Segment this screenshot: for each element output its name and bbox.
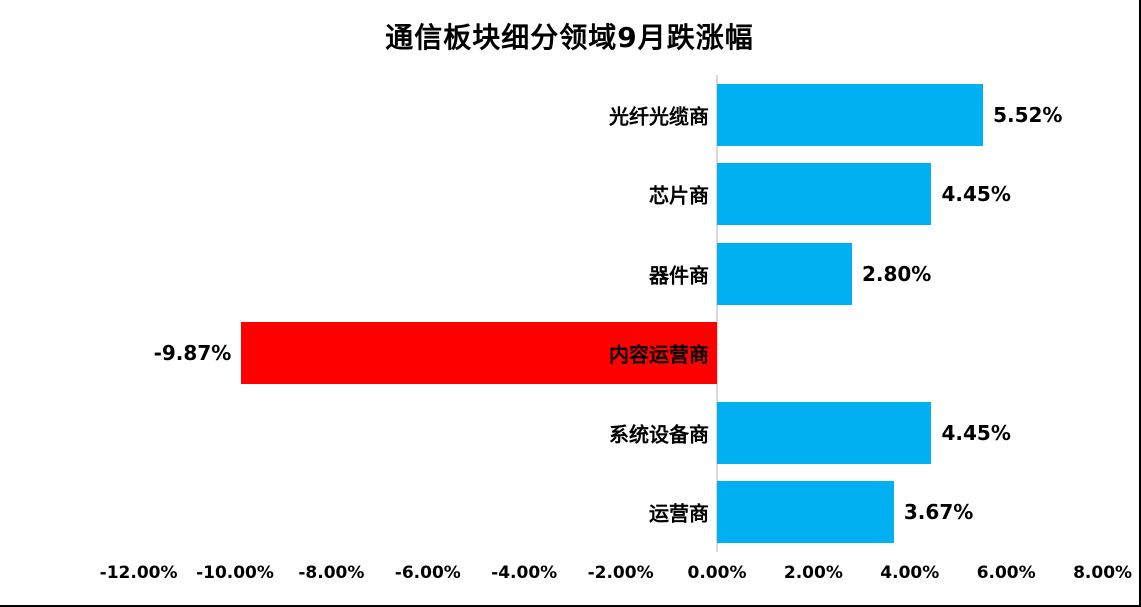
x-axis-tick-label: 2.00% xyxy=(783,563,843,583)
category-label: 系统设备商 xyxy=(609,422,709,447)
x-axis-tick-label: -4.00% xyxy=(491,563,558,583)
x-axis-tick-label: -2.00% xyxy=(587,563,654,583)
category-label: 运营商 xyxy=(649,501,709,526)
value-label: -9.87% xyxy=(153,341,232,366)
bar xyxy=(717,83,984,146)
x-axis-tick-label: 0.00% xyxy=(687,563,747,583)
x-axis-tick-label: 8.00% xyxy=(1073,563,1133,583)
x-axis-tick-label: -12.00% xyxy=(99,563,178,583)
x-axis-tick-label: 6.00% xyxy=(976,563,1036,583)
x-axis-tick-label: -10.00% xyxy=(196,563,274,583)
category-label: 芯片商 xyxy=(649,183,709,208)
value-label: 5.52% xyxy=(993,102,1063,127)
bar xyxy=(717,163,932,226)
value-label: 2.80% xyxy=(861,261,932,286)
x-axis-tick-label: -8.00% xyxy=(298,563,365,583)
value-label: 4.45% xyxy=(941,420,1011,445)
bar xyxy=(717,481,894,544)
value-label: 4.45% xyxy=(941,182,1011,207)
chart-title: 通信板块细分领域9月跌涨幅 xyxy=(385,21,754,54)
bar xyxy=(241,322,717,385)
bar xyxy=(717,242,852,305)
category-label: 内容运营商 xyxy=(609,342,709,367)
category-label: 器件商 xyxy=(649,263,709,288)
zero-axis-line xyxy=(716,75,718,552)
category-label: 光纤光缆商 xyxy=(609,104,709,129)
x-axis-tick-label: -6.00% xyxy=(394,563,461,583)
value-label: 3.67% xyxy=(903,500,974,525)
bar xyxy=(717,401,932,464)
x-axis-tick-label: 4.00% xyxy=(880,563,940,583)
